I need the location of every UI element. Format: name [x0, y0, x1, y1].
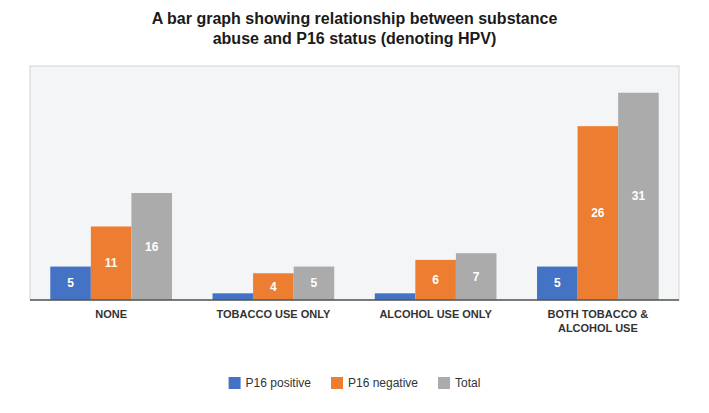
bar [375, 293, 416, 300]
data-label: 16 [145, 240, 159, 254]
legend-label: P16 positive [246, 376, 312, 390]
bar [253, 273, 294, 300]
x-axis-line [30, 299, 679, 301]
bar [456, 253, 497, 300]
bar [415, 260, 456, 300]
bars [50, 93, 658, 300]
bar [91, 226, 132, 300]
chart-container: A bar graph showing relationship between… [0, 0, 709, 413]
bar [294, 267, 335, 300]
data-label: 4 [270, 280, 277, 294]
x-tick-label: TOBACCO USE ONLY [217, 308, 331, 320]
bar [618, 93, 659, 300]
x-tick-label: NONE [95, 308, 127, 320]
data-label: 5 [554, 276, 561, 290]
data-label: 6 [432, 273, 439, 287]
legend-swatch [438, 377, 450, 389]
data-label: 7 [473, 270, 480, 284]
chart-svg: A bar graph showing relationship between… [0, 0, 709, 413]
bar [50, 267, 91, 300]
x-tick-label: BOTH TOBACCO &ALCOHOL USE [548, 308, 649, 334]
data-label: 5 [311, 276, 318, 290]
bar [213, 293, 254, 300]
data-label: 5 [67, 276, 74, 290]
bar [578, 126, 619, 300]
data-label: 31 [632, 189, 646, 203]
legend: P16 positive P16 negative Total [229, 376, 481, 390]
chart-title: A bar graph showing relationship between… [152, 10, 558, 47]
data-labels: 5 5 11 4 6 26 16 5 7 31 [67, 189, 645, 293]
legend-swatch [229, 377, 241, 389]
plot-frame [30, 66, 679, 300]
data-label: 26 [591, 206, 605, 220]
data-label: 11 [105, 256, 118, 270]
bar [131, 193, 172, 300]
legend-label: Total [455, 376, 480, 390]
legend-label: P16 negative [348, 376, 418, 390]
bar [537, 267, 578, 300]
x-tick-label: ALCOHOL USE ONLY [379, 308, 492, 320]
legend-swatch [331, 377, 343, 389]
